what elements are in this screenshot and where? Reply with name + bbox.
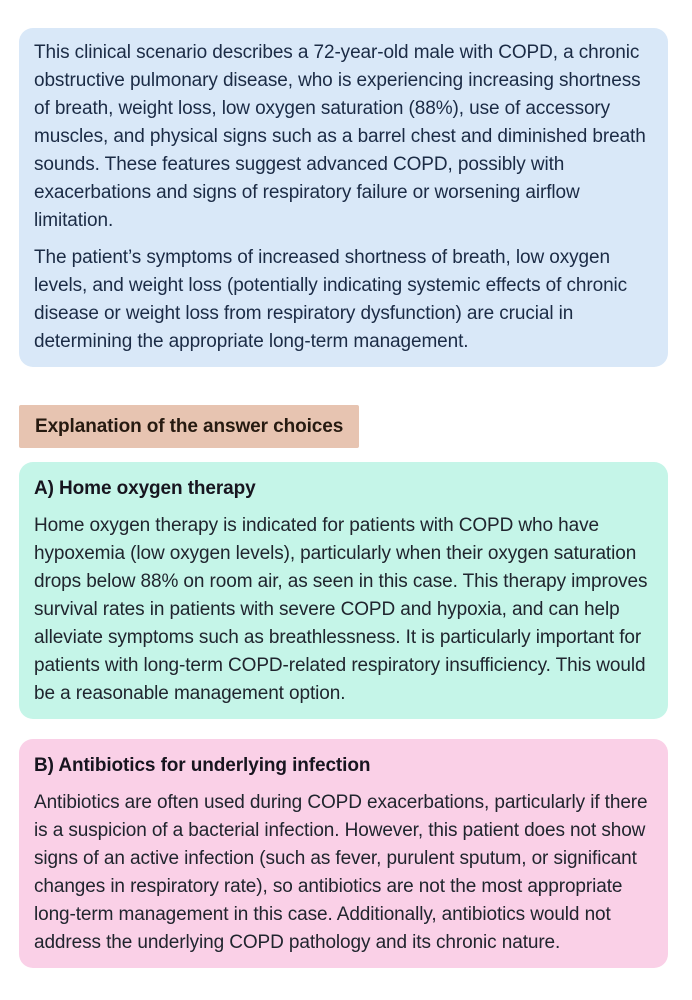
option-a-box: A) Home oxygen therapy Home oxygen thera…	[19, 462, 668, 719]
option-b-heading: B) Antibiotics for underlying infection	[34, 755, 371, 776]
option-a-body: Home oxygen therapy is indicated for pat…	[34, 515, 648, 704]
option-b-body: Antibiotics are often used during COPD e…	[34, 792, 648, 953]
clinical-scenario-box: This clinical scenario describes a 72-ye…	[19, 28, 668, 367]
option-a-heading: A) Home oxygen therapy	[34, 478, 256, 499]
option-b-box: B) Antibiotics for underlying infection …	[19, 739, 668, 968]
scenario-paragraph-2: The patient’s symptoms of increased shor…	[34, 247, 628, 352]
section-header-explanation: Explanation of the answer choices	[19, 405, 360, 448]
content-column: This clinical scenario describes a 72-ye…	[19, 0, 668, 968]
scenario-paragraph-1: This clinical scenario describes a 72-ye…	[34, 42, 646, 231]
